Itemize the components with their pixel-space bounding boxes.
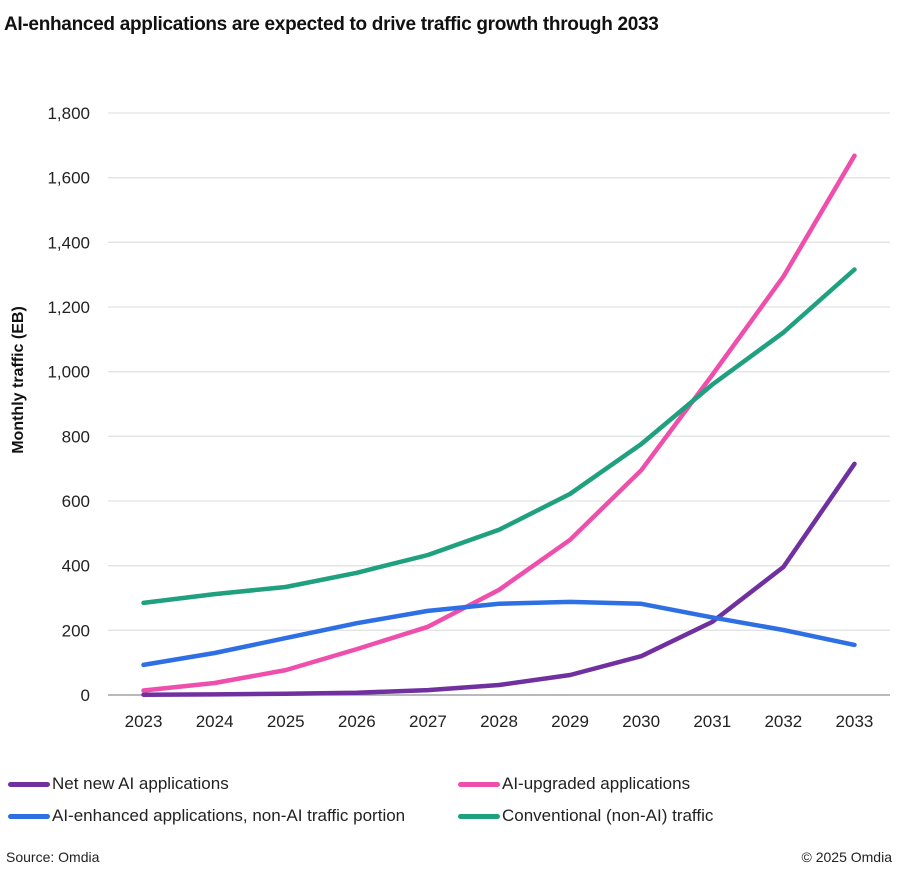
legend-label: Conventional (non-AI) traffic [502,806,714,825]
x-tick-label: 2032 [764,712,802,731]
y-tick-label: 1,200 [47,298,90,317]
y-tick-label: 800 [62,427,90,446]
series-lines [141,153,857,697]
y-axis-title: Monthly traffic (EB) [10,306,27,454]
x-tick-label: 2028 [480,712,518,731]
x-tick-label: 2024 [196,712,234,731]
legend-swatch-green [458,813,500,819]
legend-label: Net new AI applications [52,774,229,793]
source-note: Source: Omdia [6,849,100,865]
legend-swatch-purple [8,781,50,787]
y-tick-label: 1,600 [47,169,90,188]
x-tick-label: 2029 [551,712,589,731]
x-tick-label: 2023 [125,712,163,731]
legend-item-ai-upgraded: AI-upgraded applications [458,774,690,794]
legend-item-conventional: Conventional (non-AI) traffic [458,806,713,826]
copyright-note: © 2025 Omdia [801,849,892,865]
x-axis-ticks: 2023 2024 2025 2026 2027 2028 2029 2030 2031 2032… [125,712,874,731]
x-tick-label: 2027 [409,712,447,731]
legend-swatch-pink [458,781,500,787]
series-line-0 [141,461,857,697]
legend-label: AI-enhanced applications, non-AI traffic… [52,806,406,825]
legend-item-net-new-ai: Net new AI applications [8,774,229,794]
x-tick-label: 2030 [622,712,660,731]
y-axis-ticks: 0 200 400 600 800 1,000 1,200 1,400 1,600 1,800 [47,104,90,705]
x-tick-label: 2025 [267,712,305,731]
y-tick-label: 0 [81,686,90,705]
y-tick-label: 600 [62,492,90,511]
y-tick-label: 1,000 [47,363,90,382]
y-tick-label: 1,400 [47,233,90,252]
chart-title: AI-enhanced applications are expected to… [4,14,659,35]
gridlines [108,112,890,631]
line-chart: 0 200 400 600 800 1,000 1,200 1,400 1,600 1,800 2… [10,104,890,731]
x-tick-label: 2026 [338,712,376,731]
y-tick-label: 200 [62,621,90,640]
legend-swatch-blue [8,813,50,819]
legend-label: AI-upgraded applications [502,774,691,793]
y-tick-label: 1,800 [47,104,90,123]
x-tick-label: 2031 [693,712,731,731]
y-tick-label: 400 [62,557,90,576]
series-line-1 [141,153,857,693]
x-tick-label: 2033 [836,712,874,731]
series-line-2 [141,599,857,668]
legend-item-ai-enhanced-non-ai: AI-enhanced applications, non-AI traffic… [8,806,405,826]
